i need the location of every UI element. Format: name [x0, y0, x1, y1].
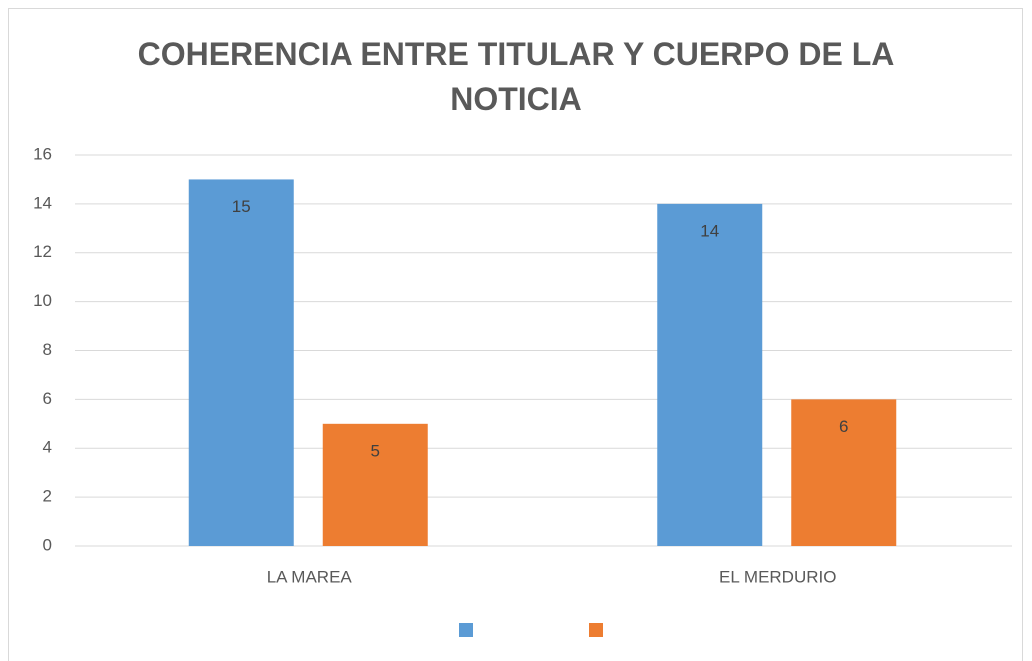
bar [657, 203, 763, 546]
data-label: 6 [839, 417, 848, 436]
data-label: 14 [700, 221, 719, 240]
legend-swatch [589, 623, 603, 637]
y-tick-label: 12 [33, 242, 52, 261]
y-tick-label: 4 [43, 438, 52, 457]
y-tick-label: 6 [43, 389, 52, 408]
y-tick-label: 2 [43, 487, 52, 506]
y-tick-label: 14 [33, 193, 52, 212]
y-tick-label: 0 [43, 535, 52, 554]
data-label: 15 [232, 197, 251, 216]
x-tick-label: EL MERDURIO [719, 567, 836, 586]
y-tick-label: 10 [33, 291, 52, 310]
chart-title: COHERENCIA ENTRE TITULAR Y CUERPO DE LA … [137, 36, 895, 117]
data-label: 5 [371, 441, 380, 460]
bar [322, 423, 428, 546]
legend-swatch [459, 623, 473, 637]
bar [791, 399, 897, 546]
x-tick-label: LA MAREA [267, 567, 353, 586]
bar [188, 179, 294, 546]
chart-border [8, 8, 1023, 661]
y-tick-label: 8 [43, 340, 52, 359]
y-tick-label: 16 [33, 144, 52, 163]
